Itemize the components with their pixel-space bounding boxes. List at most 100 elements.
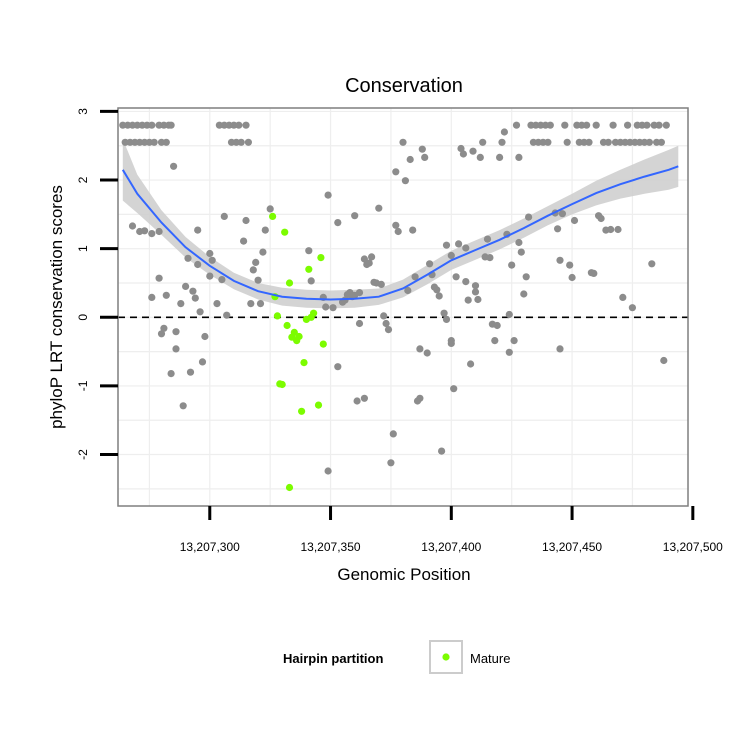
data-point xyxy=(556,256,564,264)
data-point xyxy=(150,138,158,146)
data-point xyxy=(609,121,617,129)
data-point xyxy=(261,226,269,234)
data-point xyxy=(525,213,533,221)
data-point xyxy=(515,153,523,161)
data-point xyxy=(447,339,455,347)
data-point xyxy=(628,304,637,312)
data-point xyxy=(566,261,574,269)
mature-point xyxy=(269,212,277,220)
data-point xyxy=(307,277,315,285)
data-point xyxy=(148,121,156,129)
data-point xyxy=(604,138,612,146)
mature-point xyxy=(273,312,281,320)
data-point xyxy=(392,168,400,176)
data-point xyxy=(360,255,368,263)
grid-lines xyxy=(118,108,688,506)
data-point xyxy=(182,282,190,290)
data-point xyxy=(592,121,600,129)
data-point xyxy=(355,289,364,297)
data-point xyxy=(375,204,383,212)
data-point xyxy=(324,467,332,475)
mature-point xyxy=(317,254,325,262)
data-point xyxy=(517,248,525,256)
data-point xyxy=(510,337,518,345)
x-tick-label: 13,207,400 xyxy=(421,540,481,554)
x-tick-label: 13,207,300 xyxy=(180,540,240,554)
panel-border xyxy=(117,107,689,507)
data-point xyxy=(416,345,424,353)
y-axis: -2 -1 0 1 2 3 xyxy=(76,108,118,460)
data-point xyxy=(486,254,494,262)
data-point xyxy=(505,310,513,319)
data-point xyxy=(252,258,260,266)
data-point xyxy=(442,315,451,323)
mature-point xyxy=(319,340,327,348)
data-point xyxy=(334,363,342,371)
data-point xyxy=(546,121,554,129)
data-point xyxy=(368,253,376,261)
data-point xyxy=(194,226,202,234)
data-point xyxy=(493,321,501,330)
data-point xyxy=(512,121,521,129)
data-point xyxy=(554,225,562,233)
data-point xyxy=(172,345,180,353)
data-point xyxy=(170,162,178,170)
data-point xyxy=(411,273,419,281)
data-point xyxy=(259,248,267,256)
mature-point xyxy=(281,228,289,236)
data-point xyxy=(206,249,214,258)
data-point xyxy=(520,290,528,298)
data-point xyxy=(423,349,431,357)
data-point xyxy=(167,370,175,378)
mature-point xyxy=(314,401,323,409)
data-point xyxy=(242,216,250,225)
plot-panel xyxy=(118,108,688,506)
mature-point xyxy=(298,407,306,415)
data-point xyxy=(220,212,228,220)
y-tick-label: 1 xyxy=(76,245,90,252)
data-point xyxy=(155,227,163,236)
data-point xyxy=(438,447,446,455)
smooth-line xyxy=(121,165,679,301)
mature-point xyxy=(305,265,313,273)
data-point xyxy=(223,311,231,319)
data-point xyxy=(128,222,137,230)
mature-point xyxy=(290,328,298,336)
data-point xyxy=(657,138,666,146)
data-point xyxy=(155,274,163,282)
data-point xyxy=(392,221,400,229)
data-point xyxy=(433,286,441,294)
data-point xyxy=(455,240,463,248)
data-point xyxy=(645,138,654,146)
data-point xyxy=(218,276,226,284)
data-point xyxy=(382,319,390,328)
data-point xyxy=(256,300,265,308)
data-point xyxy=(206,272,214,280)
data-point xyxy=(421,153,429,161)
data-point xyxy=(162,291,170,299)
data-point xyxy=(324,191,332,199)
data-point xyxy=(198,358,207,366)
data-point xyxy=(491,337,499,345)
data-point xyxy=(471,288,480,296)
data-point xyxy=(177,300,185,308)
y-tick-label: -1 xyxy=(76,380,90,391)
data-point xyxy=(563,138,571,146)
data-point xyxy=(141,227,149,235)
data-point xyxy=(500,128,508,136)
data-point xyxy=(435,292,443,300)
chart-title: Conservation xyxy=(345,75,463,97)
legend-mature-marker xyxy=(442,653,450,661)
mature-point xyxy=(278,380,286,389)
x-tick-label: 13,207,450 xyxy=(542,540,602,554)
data-point xyxy=(148,230,156,238)
data-point xyxy=(179,402,187,410)
data-point xyxy=(322,303,330,311)
data-point xyxy=(254,276,262,284)
data-point xyxy=(590,269,598,277)
data-point xyxy=(208,256,216,264)
data-point xyxy=(544,138,552,146)
data-point xyxy=(655,121,663,129)
data-point xyxy=(459,150,467,158)
data-point xyxy=(483,235,492,243)
